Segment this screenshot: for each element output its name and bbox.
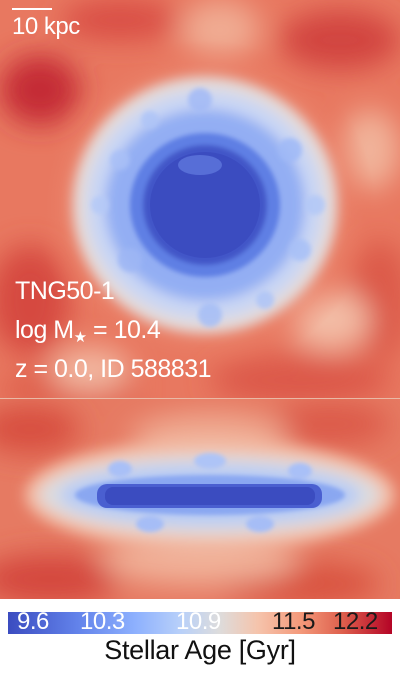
edge-on-galaxy-panel xyxy=(0,399,400,599)
panel-divider xyxy=(0,398,400,399)
stellar-mass-label: log M★ = 10.4 xyxy=(15,315,161,353)
mass-value: = 10.4 xyxy=(86,316,161,344)
colorbar-label: Stellar Age [Gyr] xyxy=(104,635,296,665)
colorbar-tick-11.5: 11.5 xyxy=(272,608,315,635)
simulation-name: TNG50-1 xyxy=(15,277,115,305)
scale-bar-label: 10 kpc xyxy=(12,13,80,40)
scale-bar-line xyxy=(12,8,52,10)
face-on-galaxy-image xyxy=(0,0,400,398)
colorbar-tick-10.9: 10.9 xyxy=(176,608,221,635)
colorbar-gradient xyxy=(8,612,392,634)
scale-bar: 10 kpc xyxy=(12,8,80,40)
redshift-id-label: z = 0.0, ID 588831 xyxy=(15,355,212,383)
face-on-galaxy-panel: 10 kpc TNG50-1 log M★ = 10.4 z = 0.0, ID… xyxy=(0,0,400,398)
mass-subscript-star: ★ xyxy=(73,329,87,346)
colorbar-tick-10.3: 10.3 xyxy=(80,608,125,635)
colorbar-tick-9.6: 9.6 xyxy=(17,608,49,635)
colorbar-area: 9.6 10.3 10.9 11.5 12.2 Stellar Age [Gyr… xyxy=(0,599,400,678)
edge-on-galaxy-image xyxy=(0,399,400,599)
colorbar-tick-12.2: 12.2 xyxy=(333,608,378,635)
mass-prefix: log M xyxy=(15,316,74,344)
